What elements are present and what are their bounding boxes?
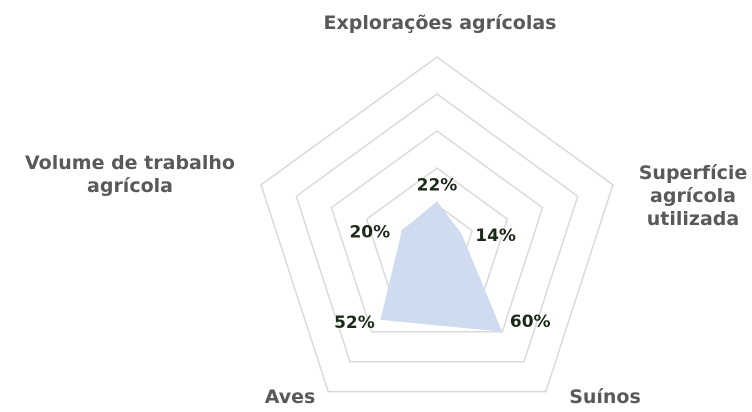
data-label: 14% (475, 226, 516, 246)
data-label: 52% (334, 313, 375, 333)
data-area (380, 201, 503, 332)
category-label: Explorações agrícolas (323, 12, 557, 34)
data-label: 22% (417, 175, 458, 195)
category-label: Volume de trabalho agrícola (25, 152, 235, 197)
grid-ring (330, 130, 544, 333)
grid-ring (260, 56, 614, 393)
data-label: 20% (349, 223, 390, 243)
data-label: 60% (510, 312, 551, 332)
category-label: Superfície agrícola utilizada (638, 162, 748, 230)
category-label: Aves (264, 386, 316, 408)
category-label: Suínos (569, 386, 641, 408)
grid-ring (295, 93, 579, 363)
